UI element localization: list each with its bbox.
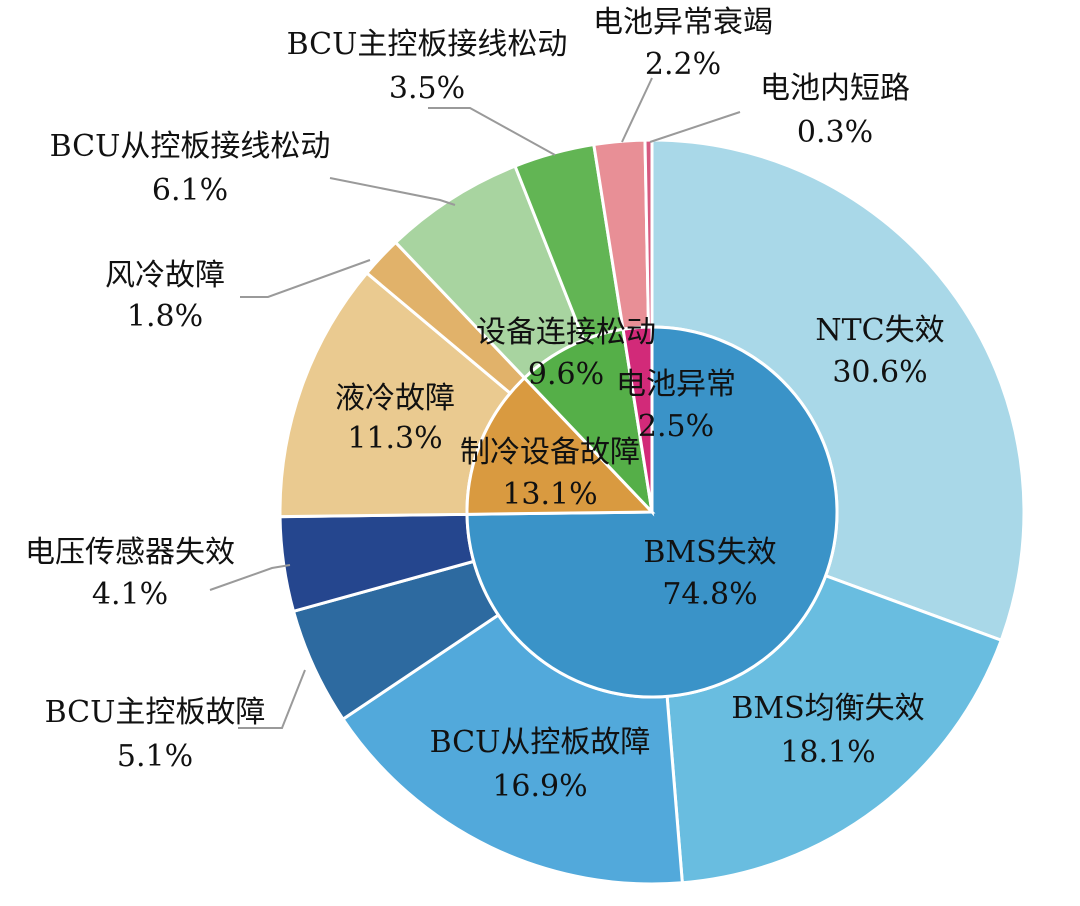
outer-label-value-5: 4.1%	[92, 577, 168, 612]
outer-label-value-10: 2.2%	[645, 47, 721, 82]
outer-label-value-2: 18.1%	[780, 735, 875, 770]
outer-label-value-8: 6.1%	[152, 173, 228, 208]
leader-line-10	[621, 77, 653, 143]
outer-label-name-7: 风冷故障	[105, 258, 225, 293]
outer-label-value-11: 0.3%	[797, 115, 873, 150]
outer-label-name-11: 电池内短路	[760, 71, 910, 106]
inner-label-name-1: BMS失效	[643, 535, 776, 570]
inner-slice-3	[522, 327, 655, 517]
inner-label-value-3: 9.6%	[528, 357, 604, 392]
leader-line-4	[238, 669, 306, 729]
leader-line-9	[428, 107, 556, 156]
outer-label-name-10: 电池异常衰竭	[593, 5, 773, 40]
leader-line-11	[649, 111, 741, 143]
outer-label-value-6: 11.3%	[347, 421, 442, 456]
outer-ring	[278, 138, 1026, 886]
outer-label-value-3: 16.9%	[492, 769, 587, 804]
outer-label-name-9: BCU主控板接线松动	[287, 27, 568, 62]
inner-slice-2	[465, 375, 656, 516]
outer-label-value-1: 30.6%	[832, 355, 927, 390]
inner-slice-4	[621, 325, 654, 513]
outer-label-name-2: BMS均衡失效	[731, 691, 924, 726]
inner-label-name-2: 制冷设备故障	[460, 435, 640, 470]
slice-labels: NTC失效 30.6% BMS均衡失效 18.1% BCU从控板故障 16.9% BCU主控…	[25, 5, 945, 804]
leader-lines	[209, 77, 741, 729]
outer-label-name-4: BCU主控板故障	[45, 695, 266, 730]
leader-line-8	[329, 177, 456, 206]
outer-label-name-6: 液冷故障	[335, 381, 455, 416]
inner-label-value-4: 2.5%	[638, 409, 714, 444]
leader-line-7	[240, 259, 371, 298]
leader-line-5	[209, 564, 291, 591]
inner-label-name-4: 电池异常	[616, 367, 736, 402]
inner-label-name-3: 设备连接松动	[476, 315, 656, 350]
inner-label-value-2: 13.1%	[502, 477, 597, 512]
outer-label-value-7: 1.8%	[127, 299, 203, 334]
inner-slice-1	[465, 325, 839, 699]
outer-label-name-1: NTC失效	[815, 313, 944, 348]
outer-label-value-4: 5.1%	[117, 739, 193, 774]
outer-label-name-8: BCU从控板接线松动	[50, 129, 331, 164]
inner-ring	[465, 325, 839, 699]
outer-label-name-5: 电压传感器失效	[25, 535, 235, 570]
inner-label-value-1: 74.8%	[662, 577, 757, 612]
outer-label-value-9: 3.5%	[389, 71, 465, 106]
outer-label-name-3: BCU从控板故障	[430, 725, 651, 760]
